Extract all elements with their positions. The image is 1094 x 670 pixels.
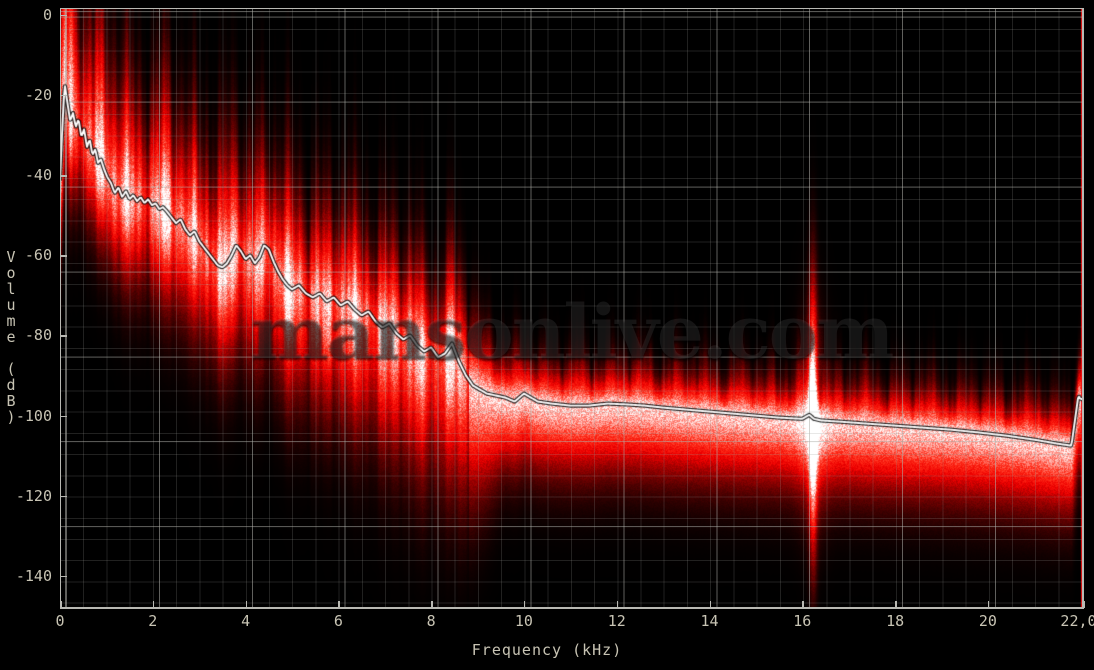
y-tick-label: 0: [42, 5, 52, 24]
y-tick-label: -40: [24, 166, 52, 185]
x-tick-mark: [523, 601, 526, 608]
y-tick-label: -60: [24, 246, 52, 265]
y-tick-label: -140: [15, 566, 52, 585]
x-tick-mark: [152, 601, 155, 608]
x-tick-mark: [709, 601, 712, 608]
x-tick-label: 22,05: [1060, 612, 1094, 630]
plot-area: mansonlive.com: [60, 8, 1083, 608]
x-tick-label: 20: [978, 612, 997, 630]
x-tick-label: 10: [514, 612, 533, 630]
y-tick-label: -80: [24, 326, 52, 345]
x-tick-label: 4: [241, 612, 251, 630]
x-tick-label: 18: [886, 612, 905, 630]
x-tick-label: 16: [793, 612, 812, 630]
y-tick-mark: [60, 415, 67, 418]
y-tick-label: -100: [15, 406, 52, 425]
x-tick-label: 6: [333, 612, 343, 630]
y-tick-mark: [60, 335, 67, 337]
x-tick-mark: [895, 601, 897, 608]
x-tick-mark: [987, 601, 990, 608]
x-tick-mark: [338, 601, 340, 608]
y-tick-mark: [60, 94, 67, 97]
average-spectrum-line: [60, 8, 1083, 608]
y-tick-mark: [60, 175, 67, 177]
x-tick-label: 8: [426, 612, 436, 630]
plot-border-right: [1082, 8, 1084, 608]
x-axis-line: [60, 607, 1084, 609]
x-tick-mark: [802, 601, 804, 608]
y-tick-mark: [60, 575, 67, 578]
x-tick-mark: [616, 601, 619, 608]
x-tick-mark: [1083, 601, 1085, 608]
x-tick-label: 14: [700, 612, 719, 630]
y-tick-label: -120: [15, 486, 52, 505]
x-tick-label: 0: [55, 612, 65, 630]
y-axis-label: Volume (dB): [2, 248, 20, 424]
x-tick-label: 12: [607, 612, 626, 630]
x-tick-mark: [245, 601, 248, 608]
x-tick-mark: [431, 601, 433, 608]
x-tick-mark: [60, 601, 62, 608]
x-tick-label: 2: [148, 612, 158, 630]
x-axis-label: Frequency (kHz): [471, 641, 623, 659]
y-axis-ticks: 0 -20 -40 -60 -80 -100 -120 -140: [0, 0, 52, 670]
x-axis-ticks: 0 2 4 6 8 10 12 14 16 18 20 22,05: [0, 614, 1094, 644]
y-tick-label: -20: [24, 85, 52, 104]
y-tick-mark: [60, 255, 67, 257]
y-tick-mark: [60, 495, 67, 498]
y-tick-mark: [60, 14, 67, 17]
